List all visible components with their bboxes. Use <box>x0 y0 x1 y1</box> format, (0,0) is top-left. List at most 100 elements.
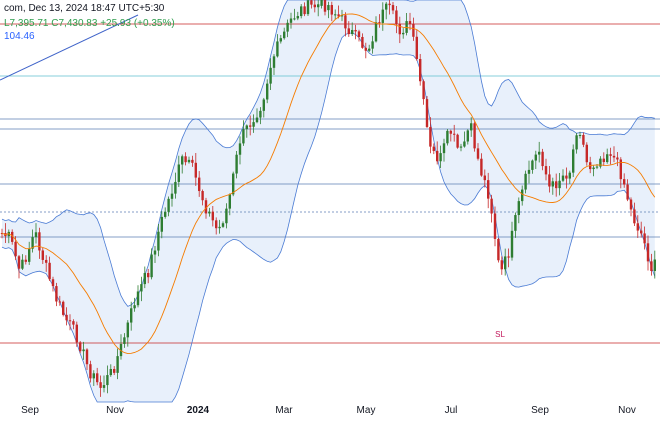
candle-body <box>177 164 180 182</box>
candle-body <box>402 32 405 35</box>
candle <box>147 268 150 284</box>
candle-body <box>235 154 238 174</box>
candle <box>65 307 68 326</box>
candle <box>351 22 354 36</box>
candle-body <box>62 301 65 315</box>
candle <box>201 189 204 206</box>
candle <box>55 282 58 307</box>
candle-body <box>585 144 588 163</box>
candle-body <box>153 250 157 255</box>
candle-body <box>351 29 354 35</box>
candle <box>606 148 609 164</box>
candle-body <box>293 18 296 20</box>
candle <box>385 1 388 20</box>
candle-body <box>500 260 503 270</box>
candle-body <box>595 166 599 168</box>
candle <box>558 173 561 196</box>
candle <box>153 246 157 263</box>
candle <box>126 320 129 347</box>
candle <box>89 360 92 383</box>
candle-body <box>38 232 41 251</box>
candle <box>62 300 65 317</box>
candle-body <box>442 143 446 154</box>
candle-body <box>228 194 231 209</box>
candle-body <box>252 122 255 127</box>
candle-body <box>561 175 565 181</box>
candle-body <box>599 158 602 167</box>
candle-body <box>466 130 469 142</box>
candle <box>466 129 469 145</box>
candle <box>28 241 31 265</box>
candle-body <box>612 155 616 158</box>
band-fill <box>2 0 655 402</box>
candle <box>245 124 248 138</box>
candle-body <box>606 154 609 163</box>
candle-body <box>616 157 619 160</box>
candle-body <box>150 254 153 278</box>
candle-body <box>629 199 633 210</box>
candle <box>497 237 500 263</box>
candle-body <box>242 129 245 144</box>
candle-body <box>255 117 259 123</box>
candle <box>408 12 412 31</box>
candle-body <box>439 153 442 162</box>
candle <box>167 196 170 217</box>
candle <box>99 375 102 397</box>
candle-body <box>14 241 17 257</box>
candle <box>653 250 656 279</box>
candle-body <box>174 181 177 194</box>
candle <box>102 375 106 393</box>
candle <box>514 212 517 238</box>
candle-body <box>225 208 228 224</box>
candle <box>170 184 174 207</box>
candle <box>283 27 286 40</box>
candle <box>164 207 167 219</box>
candle-body <box>136 291 140 306</box>
bollinger-fill <box>2 0 655 402</box>
candle-body <box>405 21 408 33</box>
candle <box>371 35 374 54</box>
candle-body <box>412 23 415 37</box>
candle <box>602 152 605 166</box>
candle <box>459 143 463 152</box>
candle <box>272 54 276 75</box>
bollinger-bands <box>1 0 656 403</box>
candle-body <box>65 314 68 321</box>
candle-body <box>266 83 269 100</box>
candle-body <box>388 3 391 6</box>
lower-band <box>1 32 656 403</box>
candle <box>198 171 201 197</box>
candle <box>442 138 446 162</box>
candle-body <box>24 259 27 262</box>
candle-body <box>330 5 333 15</box>
candle <box>184 152 187 166</box>
candle <box>323 0 327 16</box>
candle-body <box>218 226 221 229</box>
candle <box>211 205 214 227</box>
candle <box>208 207 211 217</box>
candle <box>531 159 534 174</box>
candle-body <box>524 173 527 190</box>
candle-body <box>85 349 89 365</box>
candle <box>116 348 119 380</box>
candle-body <box>58 301 61 303</box>
candle-body <box>463 141 466 147</box>
candle <box>561 169 565 183</box>
candle-body <box>221 223 225 227</box>
candle-body <box>317 4 320 8</box>
candle-body <box>510 230 514 258</box>
candle-body <box>204 200 208 214</box>
candle-body <box>170 193 174 199</box>
candle <box>476 143 480 161</box>
candle-body <box>337 14 340 17</box>
candle-body <box>296 16 299 19</box>
candle-body <box>633 209 636 224</box>
candle-body <box>106 375 109 386</box>
candle <box>269 58 272 90</box>
candle <box>524 170 527 194</box>
candle <box>221 221 225 228</box>
candle-body <box>45 259 48 263</box>
candle-body <box>194 162 197 178</box>
